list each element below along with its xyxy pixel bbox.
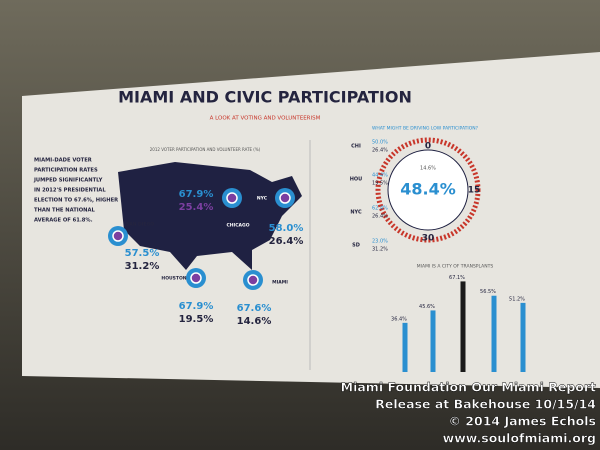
ring-tick: 0 bbox=[425, 142, 431, 152]
poster-subtitle: A LOOK AT VOTING AND VOLUNTEERISM bbox=[210, 116, 321, 122]
ring-tick: 30 bbox=[422, 234, 435, 244]
city-dot bbox=[112, 230, 124, 242]
row-b: 19.5% bbox=[372, 181, 388, 187]
intro-line: IN 2012'S PRESIDENTIAL bbox=[34, 188, 106, 194]
watermark-line: www.soulofmiami.org bbox=[443, 431, 596, 446]
city-vote: 58.0% bbox=[269, 223, 304, 234]
intro-line: AVERAGE OF 61.8%. bbox=[34, 218, 93, 224]
dynamic: MIAMI-DADE VOTER PARTICIPATION RATES JUMPE… bbox=[33, 140, 596, 446]
city-volunteer: 19.5% bbox=[179, 314, 214, 325]
city-vote: 67.9% bbox=[179, 189, 214, 200]
row-city: HOU bbox=[350, 177, 363, 183]
city-name: NYC bbox=[257, 196, 268, 202]
row-city: NYC bbox=[350, 210, 362, 216]
bar-label: 51.2% bbox=[509, 296, 525, 302]
bar bbox=[402, 322, 408, 372]
city-dot bbox=[190, 272, 202, 284]
poster-title: MIAMI AND CIVIC PARTICIPATION bbox=[118, 88, 412, 107]
city-name: CHICAGO bbox=[226, 223, 249, 229]
bar bbox=[460, 281, 466, 372]
city-dot bbox=[279, 192, 291, 204]
city-volunteer: 31.2% bbox=[125, 261, 160, 272]
watermark-line: © 2014 James Echols bbox=[448, 414, 596, 429]
row-b: 26.4% bbox=[372, 148, 388, 154]
ring-tick: 15 bbox=[468, 186, 481, 196]
city-volunteer: 14.6% bbox=[237, 316, 272, 327]
bar-label: 67.1% bbox=[449, 275, 465, 281]
row-b: 31.2% bbox=[372, 247, 388, 253]
intro-line: JUMPED SIGNIFICANTLY bbox=[33, 178, 103, 184]
city-vote: 67.6% bbox=[237, 303, 272, 314]
bar-label: 45.6% bbox=[419, 304, 435, 310]
row-a: 44.4% bbox=[372, 173, 388, 179]
city-vote: 67.9% bbox=[179, 301, 214, 312]
row-city: SD bbox=[352, 243, 360, 249]
intro-line: MIAMI-DADE VOTER bbox=[34, 158, 92, 164]
city-vote: 57.5% bbox=[125, 248, 160, 259]
transplants-title: MIAMI IS A CITY OF TRANSPLANTS bbox=[417, 264, 494, 270]
bar bbox=[520, 302, 526, 372]
center-small: 14.6% bbox=[420, 166, 436, 172]
bar-label: 36.4% bbox=[391, 316, 407, 322]
city-volunteer: 25.4% bbox=[179, 202, 214, 213]
city-dot bbox=[247, 274, 259, 286]
watermark-line: Release at Bakehouse 10/15/14 bbox=[375, 397, 596, 412]
comparison-heading: WHAT MIGHT BE DRIVING LOW PARTICIPATION? bbox=[372, 126, 479, 132]
ring-outer bbox=[375, 137, 481, 243]
row-b: 26.4% bbox=[372, 214, 388, 220]
bar bbox=[491, 295, 497, 372]
intro-line: THAN THE NATIONAL bbox=[34, 208, 95, 214]
row-a: 62.4% bbox=[372, 206, 388, 212]
bar-label: 56.5% bbox=[480, 289, 496, 295]
bar bbox=[430, 310, 436, 372]
city-volunteer: 26.4% bbox=[269, 236, 304, 247]
row-a: 50.0% bbox=[372, 140, 388, 146]
row-a: 23.0% bbox=[372, 239, 388, 245]
intro-line: PARTICIPATION RATES bbox=[34, 168, 98, 174]
city-name: SAN DIEGO bbox=[126, 222, 154, 228]
city-dot bbox=[226, 192, 238, 204]
watermark-line: Miami Foundation Our Miami Report bbox=[341, 380, 596, 395]
poster bbox=[22, 52, 600, 388]
city-name: MIAMI bbox=[272, 280, 288, 286]
row-city: CHI bbox=[351, 144, 361, 150]
us-map bbox=[118, 162, 302, 270]
center-value: 48.4% bbox=[400, 180, 456, 199]
city-name: HOUSTON bbox=[161, 276, 186, 282]
intro-line: ELECTION TO 67.6%, HIGHER bbox=[34, 198, 118, 204]
map-heading: 2012 VOTER PARTICIPATION AND VOLUNTEER R… bbox=[150, 147, 261, 152]
ring-inner bbox=[387, 149, 469, 231]
